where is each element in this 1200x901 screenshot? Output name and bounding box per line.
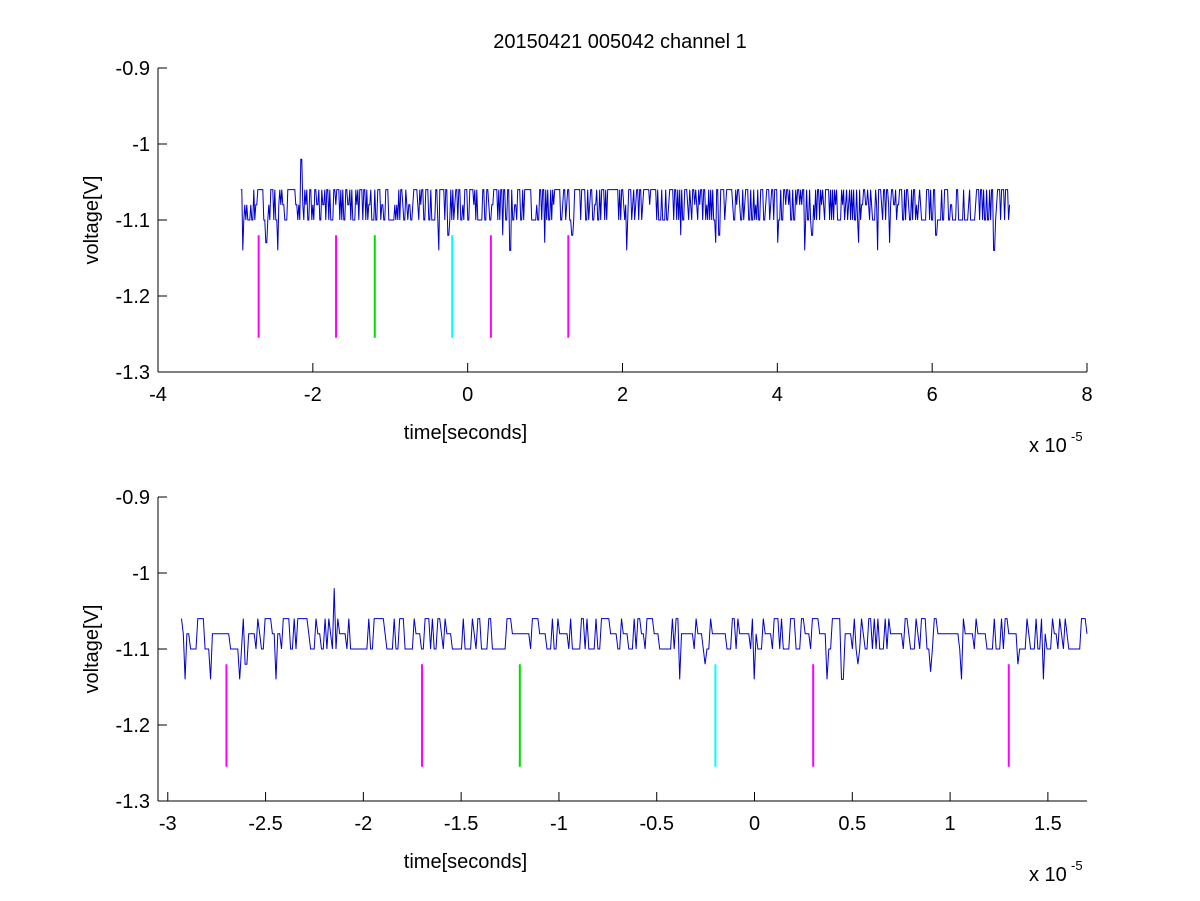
x-multiplier-label: x 10 bbox=[1029, 864, 1067, 886]
top-axes: -0.9 -1 -1.1 -1.2 -1.3-4 -2 0 2 4 6 8 time[seconds]… bbox=[81, 58, 1093, 457]
y-axis-label: voltage[V] bbox=[81, 176, 103, 265]
x-axis-label: time[seconds] bbox=[404, 851, 527, 873]
signal-line bbox=[181, 588, 1088, 680]
x-tick-label: -2 bbox=[304, 384, 322, 406]
x-tick-label: 0 bbox=[749, 813, 760, 835]
y-tick-label: -1.2 bbox=[116, 286, 150, 308]
x-tick-label: 2 bbox=[617, 384, 628, 406]
x-tick-label: 6 bbox=[927, 384, 938, 406]
x-tick-label: -3 bbox=[159, 813, 177, 835]
x-tick-label: 0.5 bbox=[838, 813, 866, 835]
x-multiplier-exponent: -5 bbox=[1071, 858, 1083, 873]
x-axis-label: time[seconds] bbox=[404, 422, 527, 444]
y-tick-label: -0.9 bbox=[116, 487, 150, 509]
x-tick-label: -2 bbox=[354, 813, 372, 835]
y-tick-label: -1 bbox=[132, 563, 150, 585]
y-tick-label: -1 bbox=[132, 134, 150, 156]
y-tick-label: -1.3 bbox=[116, 362, 150, 384]
signal-line bbox=[240, 158, 1011, 251]
y-tick-label: -1.3 bbox=[116, 791, 150, 813]
figure-title: 20150421 005042 channel 1 bbox=[493, 31, 747, 53]
x-tick-label: 4 bbox=[772, 384, 783, 406]
x-tick-label: -1.5 bbox=[444, 813, 478, 835]
x-tick-label: 0 bbox=[462, 384, 473, 406]
x-multiplier-label: x 10 bbox=[1029, 435, 1067, 457]
x-multiplier-exponent: -5 bbox=[1071, 429, 1083, 444]
x-tick-label: -4 bbox=[149, 384, 167, 406]
bottom-axes: -0.9 -1 -1.1 -1.2 -1.3 -3 -2.5 -2 -1.5 -1 -0.5 0 0.5… bbox=[81, 487, 1088, 886]
x-tick-label: 8 bbox=[1081, 384, 1092, 406]
x-tick-label: 1.5 bbox=[1034, 813, 1062, 835]
y-tick-label: -1.1 bbox=[116, 210, 150, 232]
y-tick-label: -1.1 bbox=[116, 639, 150, 661]
y-tick-label: -1.2 bbox=[116, 715, 150, 737]
x-tick-label: -0.5 bbox=[639, 813, 673, 835]
y-tick-label: -0.9 bbox=[116, 58, 150, 80]
x-tick-label: 1 bbox=[945, 813, 956, 835]
x-tick-label: -2.5 bbox=[248, 813, 282, 835]
y-axis-label: voltage[V] bbox=[81, 605, 103, 694]
x-tick-label: -1 bbox=[550, 813, 568, 835]
